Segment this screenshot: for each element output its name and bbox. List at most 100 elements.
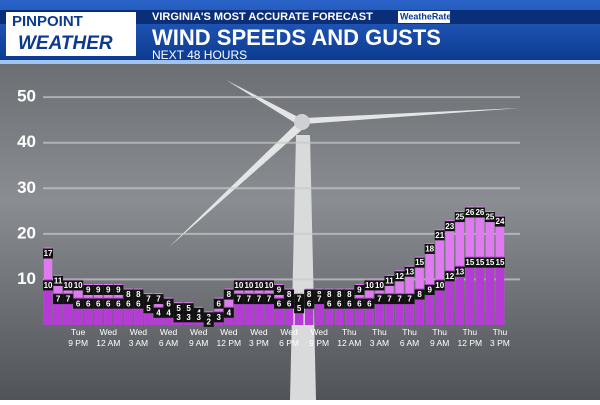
label-box bbox=[364, 280, 375, 291]
x-tick-label: Thu 9 AM bbox=[430, 327, 449, 348]
data-label: 13 bbox=[405, 267, 414, 276]
label-box bbox=[203, 316, 214, 327]
bar bbox=[314, 293, 324, 325]
bar bbox=[94, 297, 103, 325]
label-box bbox=[304, 289, 315, 300]
data-label: 24 bbox=[496, 217, 505, 226]
data-label: 3 bbox=[176, 313, 181, 322]
data-label: 7 bbox=[387, 295, 392, 304]
y-tick-label: 50 bbox=[17, 87, 36, 106]
label-box bbox=[474, 207, 485, 218]
bar bbox=[63, 293, 73, 325]
label-box bbox=[243, 280, 254, 291]
data-label: 8 bbox=[307, 290, 312, 299]
bar bbox=[435, 229, 444, 325]
label-box bbox=[404, 266, 415, 277]
label-box bbox=[143, 294, 154, 305]
label-box bbox=[344, 289, 355, 300]
x-tick-label: Wed 12 AM bbox=[96, 327, 120, 348]
label-box bbox=[143, 303, 154, 314]
label-box bbox=[73, 280, 84, 291]
label-box bbox=[344, 298, 355, 309]
label-box bbox=[324, 298, 335, 309]
label-box bbox=[394, 294, 405, 305]
label-box bbox=[474, 257, 485, 268]
bar bbox=[425, 283, 434, 325]
label-box bbox=[334, 289, 345, 300]
label-box bbox=[414, 289, 425, 300]
data-label: 2 bbox=[206, 317, 211, 326]
data-label: 6 bbox=[86, 299, 91, 308]
data-label: 6 bbox=[116, 299, 121, 308]
label-box bbox=[484, 212, 495, 223]
bar bbox=[365, 297, 374, 325]
data-label: 7 bbox=[257, 295, 262, 304]
data-label: 26 bbox=[465, 208, 474, 217]
data-label: 10 bbox=[375, 281, 384, 290]
data-label: 9 bbox=[116, 286, 121, 295]
label-box bbox=[83, 298, 94, 309]
x-tick-label: Thu 6 AM bbox=[400, 327, 419, 348]
label-box bbox=[434, 280, 445, 291]
label-box bbox=[223, 289, 234, 300]
data-label: 7 bbox=[146, 295, 151, 304]
bar bbox=[415, 288, 424, 325]
data-label: 6 bbox=[76, 299, 81, 308]
data-label: 11 bbox=[385, 276, 394, 285]
data-label: 13 bbox=[455, 267, 464, 276]
label-box bbox=[384, 294, 395, 305]
x-tick-label: Wed 6 AM bbox=[159, 327, 178, 348]
label-box bbox=[63, 280, 74, 291]
data-label: 4 bbox=[166, 308, 171, 317]
label-box bbox=[494, 216, 505, 227]
label-box bbox=[233, 280, 244, 291]
label-box bbox=[253, 294, 264, 305]
data-label: 10 bbox=[44, 281, 53, 290]
data-label: 5 bbox=[297, 304, 302, 313]
data-label: 7 bbox=[247, 295, 252, 304]
label-box bbox=[314, 294, 325, 305]
x-tick-label: Wed 3 PM bbox=[249, 327, 269, 348]
data-label: 6 bbox=[136, 299, 141, 308]
data-label: 10 bbox=[254, 281, 263, 290]
x-tick-label: Thu 12 AM bbox=[337, 327, 361, 348]
bar bbox=[214, 297, 223, 325]
data-label: 15 bbox=[465, 258, 474, 267]
data-label: 25 bbox=[485, 213, 494, 222]
bar bbox=[274, 297, 284, 325]
x-tick-label: Wed 9 PM bbox=[309, 327, 329, 348]
label-box bbox=[153, 307, 164, 318]
label-box bbox=[284, 289, 295, 300]
tagline: VIRGINIA'S MOST ACCURATE FORECAST bbox=[152, 11, 373, 23]
x-tick-label: Tue 9 PM bbox=[68, 327, 88, 348]
data-label: 18 bbox=[425, 245, 434, 254]
data-label: 7 bbox=[267, 295, 272, 304]
label-box bbox=[173, 303, 184, 314]
label-box bbox=[384, 275, 395, 286]
data-label: 6 bbox=[347, 299, 352, 308]
bar bbox=[73, 297, 83, 325]
data-label: 10 bbox=[244, 281, 253, 290]
data-label: 7 bbox=[397, 295, 402, 304]
label-box bbox=[193, 312, 204, 323]
label-box bbox=[133, 289, 144, 300]
data-label: 6 bbox=[277, 299, 282, 308]
label-box bbox=[213, 312, 224, 323]
label-box bbox=[73, 298, 84, 309]
chart-title: WIND SPEEDS AND GUSTS bbox=[152, 25, 441, 50]
label-box bbox=[454, 212, 465, 223]
logo-box bbox=[6, 12, 136, 56]
data-label: 4 bbox=[227, 308, 232, 317]
label-box bbox=[113, 284, 124, 295]
label-box bbox=[424, 284, 435, 295]
data-label: 6 bbox=[126, 299, 131, 308]
data-label: 15 bbox=[496, 258, 505, 267]
bar bbox=[345, 297, 354, 325]
label-box bbox=[83, 284, 94, 295]
label-box bbox=[374, 280, 385, 291]
label-box bbox=[253, 280, 264, 291]
x-tick-label: Wed 3 AM bbox=[129, 327, 148, 348]
data-label: 5 bbox=[146, 304, 151, 313]
label-box bbox=[294, 294, 305, 305]
